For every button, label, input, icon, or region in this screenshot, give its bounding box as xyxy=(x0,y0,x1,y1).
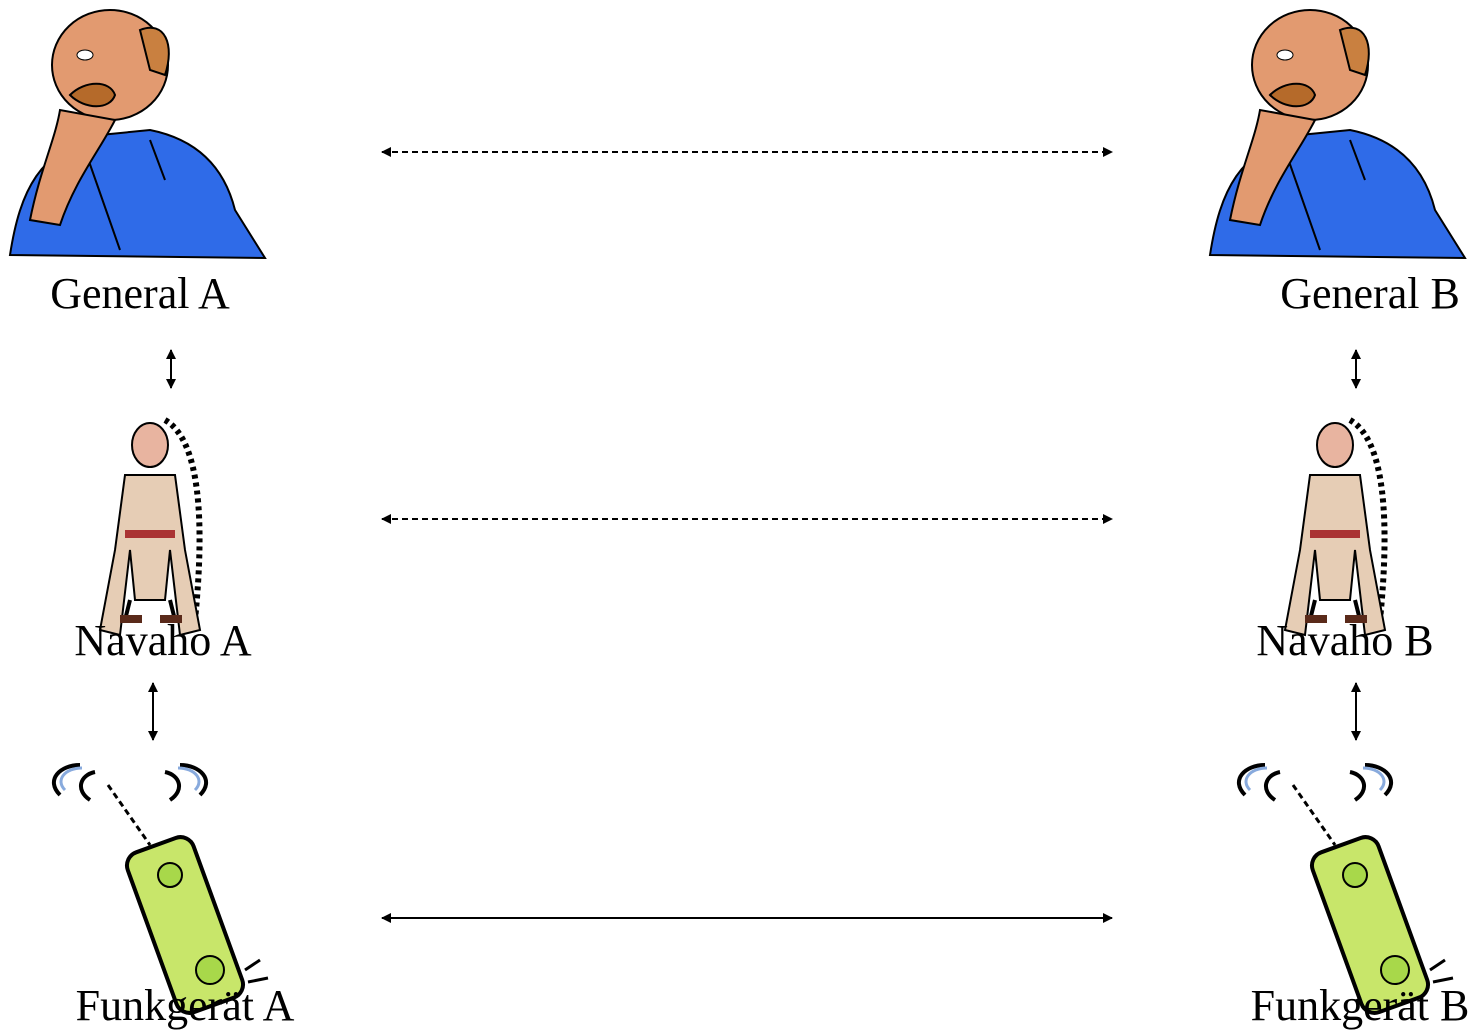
node-label: General A xyxy=(50,269,230,318)
arrows xyxy=(153,152,1356,918)
radio-icon xyxy=(54,765,268,1017)
clipart xyxy=(10,10,1465,1017)
navaho-icon xyxy=(100,420,200,635)
node-label: Navaho A xyxy=(74,616,251,665)
radio-icon xyxy=(1239,765,1453,1017)
node-label: Funkgerät A xyxy=(76,981,295,1030)
general-icon xyxy=(10,10,265,258)
node-label: Navaho B xyxy=(1256,616,1433,665)
node-label: Funkgerät B xyxy=(1251,981,1470,1030)
diagram: General A General B Navaho A Navaho B Fu… xyxy=(0,0,1479,1035)
navaho-icon xyxy=(1285,420,1385,635)
page: General A General B Navaho A Navaho B Fu… xyxy=(0,0,1479,1035)
node-label: General B xyxy=(1280,269,1460,318)
general-icon xyxy=(1210,10,1465,258)
